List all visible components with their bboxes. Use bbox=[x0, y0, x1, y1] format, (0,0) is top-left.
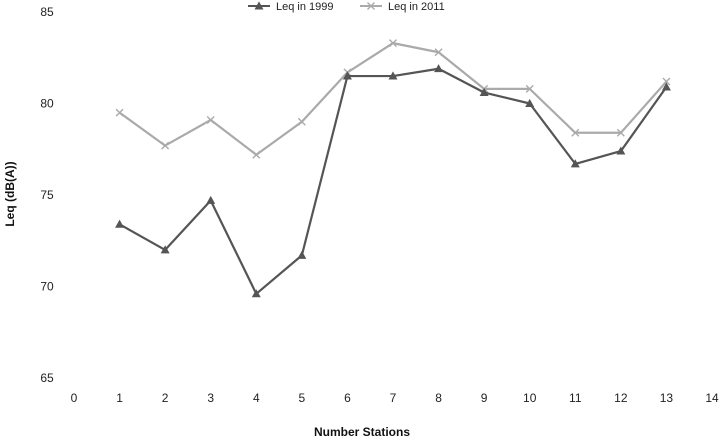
legend-entry: Leq in 1999 bbox=[248, 1, 334, 13]
series-line bbox=[119, 67, 668, 295]
data-point bbox=[570, 159, 580, 168]
series-group bbox=[115, 64, 671, 298]
y-axis-title: Leq (dB(A)) bbox=[3, 161, 17, 226]
x-tick-label: 7 bbox=[390, 391, 397, 405]
data-point bbox=[251, 289, 261, 298]
x-tick-label: 12 bbox=[614, 391, 628, 405]
data-point bbox=[661, 82, 671, 91]
x-tick-label: 10 bbox=[523, 391, 537, 405]
x-tick-label: 4 bbox=[253, 391, 260, 405]
y-tick-label: 75 bbox=[40, 188, 54, 202]
x-axis-title: Number Stations bbox=[314, 425, 410, 436]
data-point bbox=[367, 2, 375, 10]
x-tick-label: 1 bbox=[116, 391, 123, 405]
x-tick-label: 6 bbox=[344, 391, 351, 405]
y-tick-label: 70 bbox=[40, 280, 54, 294]
data-point bbox=[434, 48, 443, 57]
data-point bbox=[662, 77, 671, 86]
x-tick-label: 5 bbox=[299, 391, 306, 405]
data-point bbox=[388, 71, 398, 80]
data-point bbox=[254, 1, 264, 10]
data-point bbox=[297, 250, 307, 259]
y-tick-label: 80 bbox=[40, 97, 54, 111]
data-point bbox=[434, 64, 444, 73]
series-layer bbox=[115, 39, 671, 298]
data-point bbox=[342, 71, 352, 80]
data-point bbox=[206, 195, 216, 204]
data-point bbox=[525, 98, 535, 107]
y-tick-label: 65 bbox=[40, 371, 54, 385]
data-point bbox=[115, 219, 125, 228]
data-point bbox=[571, 128, 580, 137]
data-point bbox=[252, 150, 261, 159]
data-point bbox=[479, 87, 489, 96]
data-point bbox=[616, 146, 626, 155]
x-tick-label: 3 bbox=[207, 391, 214, 405]
x-tick-label: 13 bbox=[660, 391, 674, 405]
data-point bbox=[525, 84, 534, 93]
legend-label: Leq in 1999 bbox=[276, 1, 334, 13]
x-tick-label: 11 bbox=[569, 391, 582, 405]
data-point bbox=[115, 108, 124, 117]
data-point bbox=[389, 39, 397, 48]
series-group bbox=[115, 39, 671, 159]
x-tick-label: 9 bbox=[481, 391, 488, 405]
data-point bbox=[297, 117, 306, 126]
data-point bbox=[160, 245, 170, 254]
legend-label: Leq in 2011 bbox=[388, 1, 445, 13]
x-tick-label: 0 bbox=[71, 391, 78, 405]
legend: Leq in 1999 Leq in 2011 bbox=[248, 1, 445, 13]
data-point bbox=[206, 115, 215, 124]
x-tick-label: 14 bbox=[705, 391, 719, 405]
data-point bbox=[616, 128, 625, 137]
x-tick-label: 2 bbox=[162, 391, 169, 405]
series-line bbox=[118, 42, 668, 156]
data-point bbox=[161, 141, 170, 150]
y-tick-label: 85 bbox=[40, 5, 54, 19]
legend-entry: Leq in 2011 bbox=[360, 1, 445, 13]
x-tick-label: 8 bbox=[435, 391, 442, 405]
